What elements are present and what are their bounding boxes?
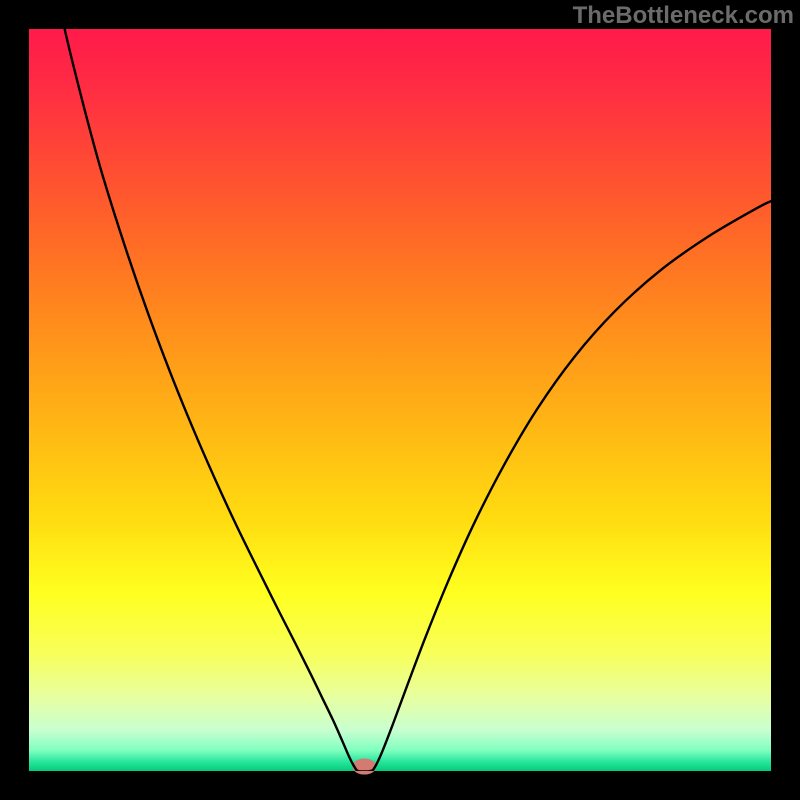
chart-root: TheBottleneck.com (0, 0, 800, 800)
chart-svg (0, 0, 800, 800)
watermark-text: TheBottleneck.com (573, 2, 794, 30)
plot-area (29, 29, 771, 771)
optimal-marker (352, 759, 376, 775)
